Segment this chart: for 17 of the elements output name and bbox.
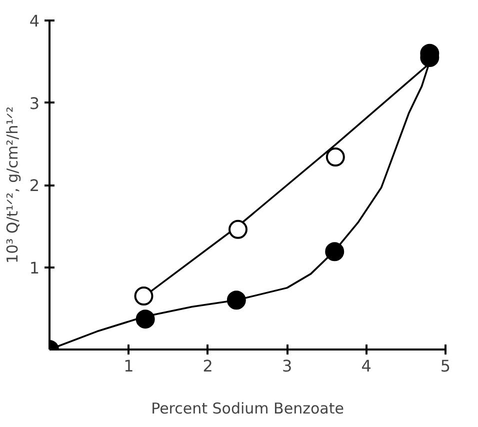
x-axis-title: Percent Sodium Benzoate bbox=[151, 400, 344, 418]
x-tick-label: 3 bbox=[282, 356, 292, 376]
point bbox=[226, 290, 246, 310]
point bbox=[136, 310, 155, 329]
y-tick-label: 1 bbox=[29, 258, 40, 278]
point bbox=[228, 220, 248, 239]
y-tick-label: 3 bbox=[29, 94, 40, 113]
y-tick-label: 2 bbox=[29, 176, 40, 195]
x-tick-label: 4 bbox=[361, 356, 372, 376]
point bbox=[325, 242, 344, 262]
x-tick-label: 5 bbox=[440, 356, 451, 376]
y-tick-label: 4 bbox=[29, 12, 40, 30]
x-tick-label: 2 bbox=[202, 356, 213, 376]
point bbox=[134, 286, 154, 306]
x-tick-label: 1 bbox=[124, 356, 134, 376]
y-axis-title: 10³ Q/t¹ᐟ², g/cm²/h¹ᐟ² bbox=[3, 106, 22, 264]
point bbox=[326, 148, 345, 167]
